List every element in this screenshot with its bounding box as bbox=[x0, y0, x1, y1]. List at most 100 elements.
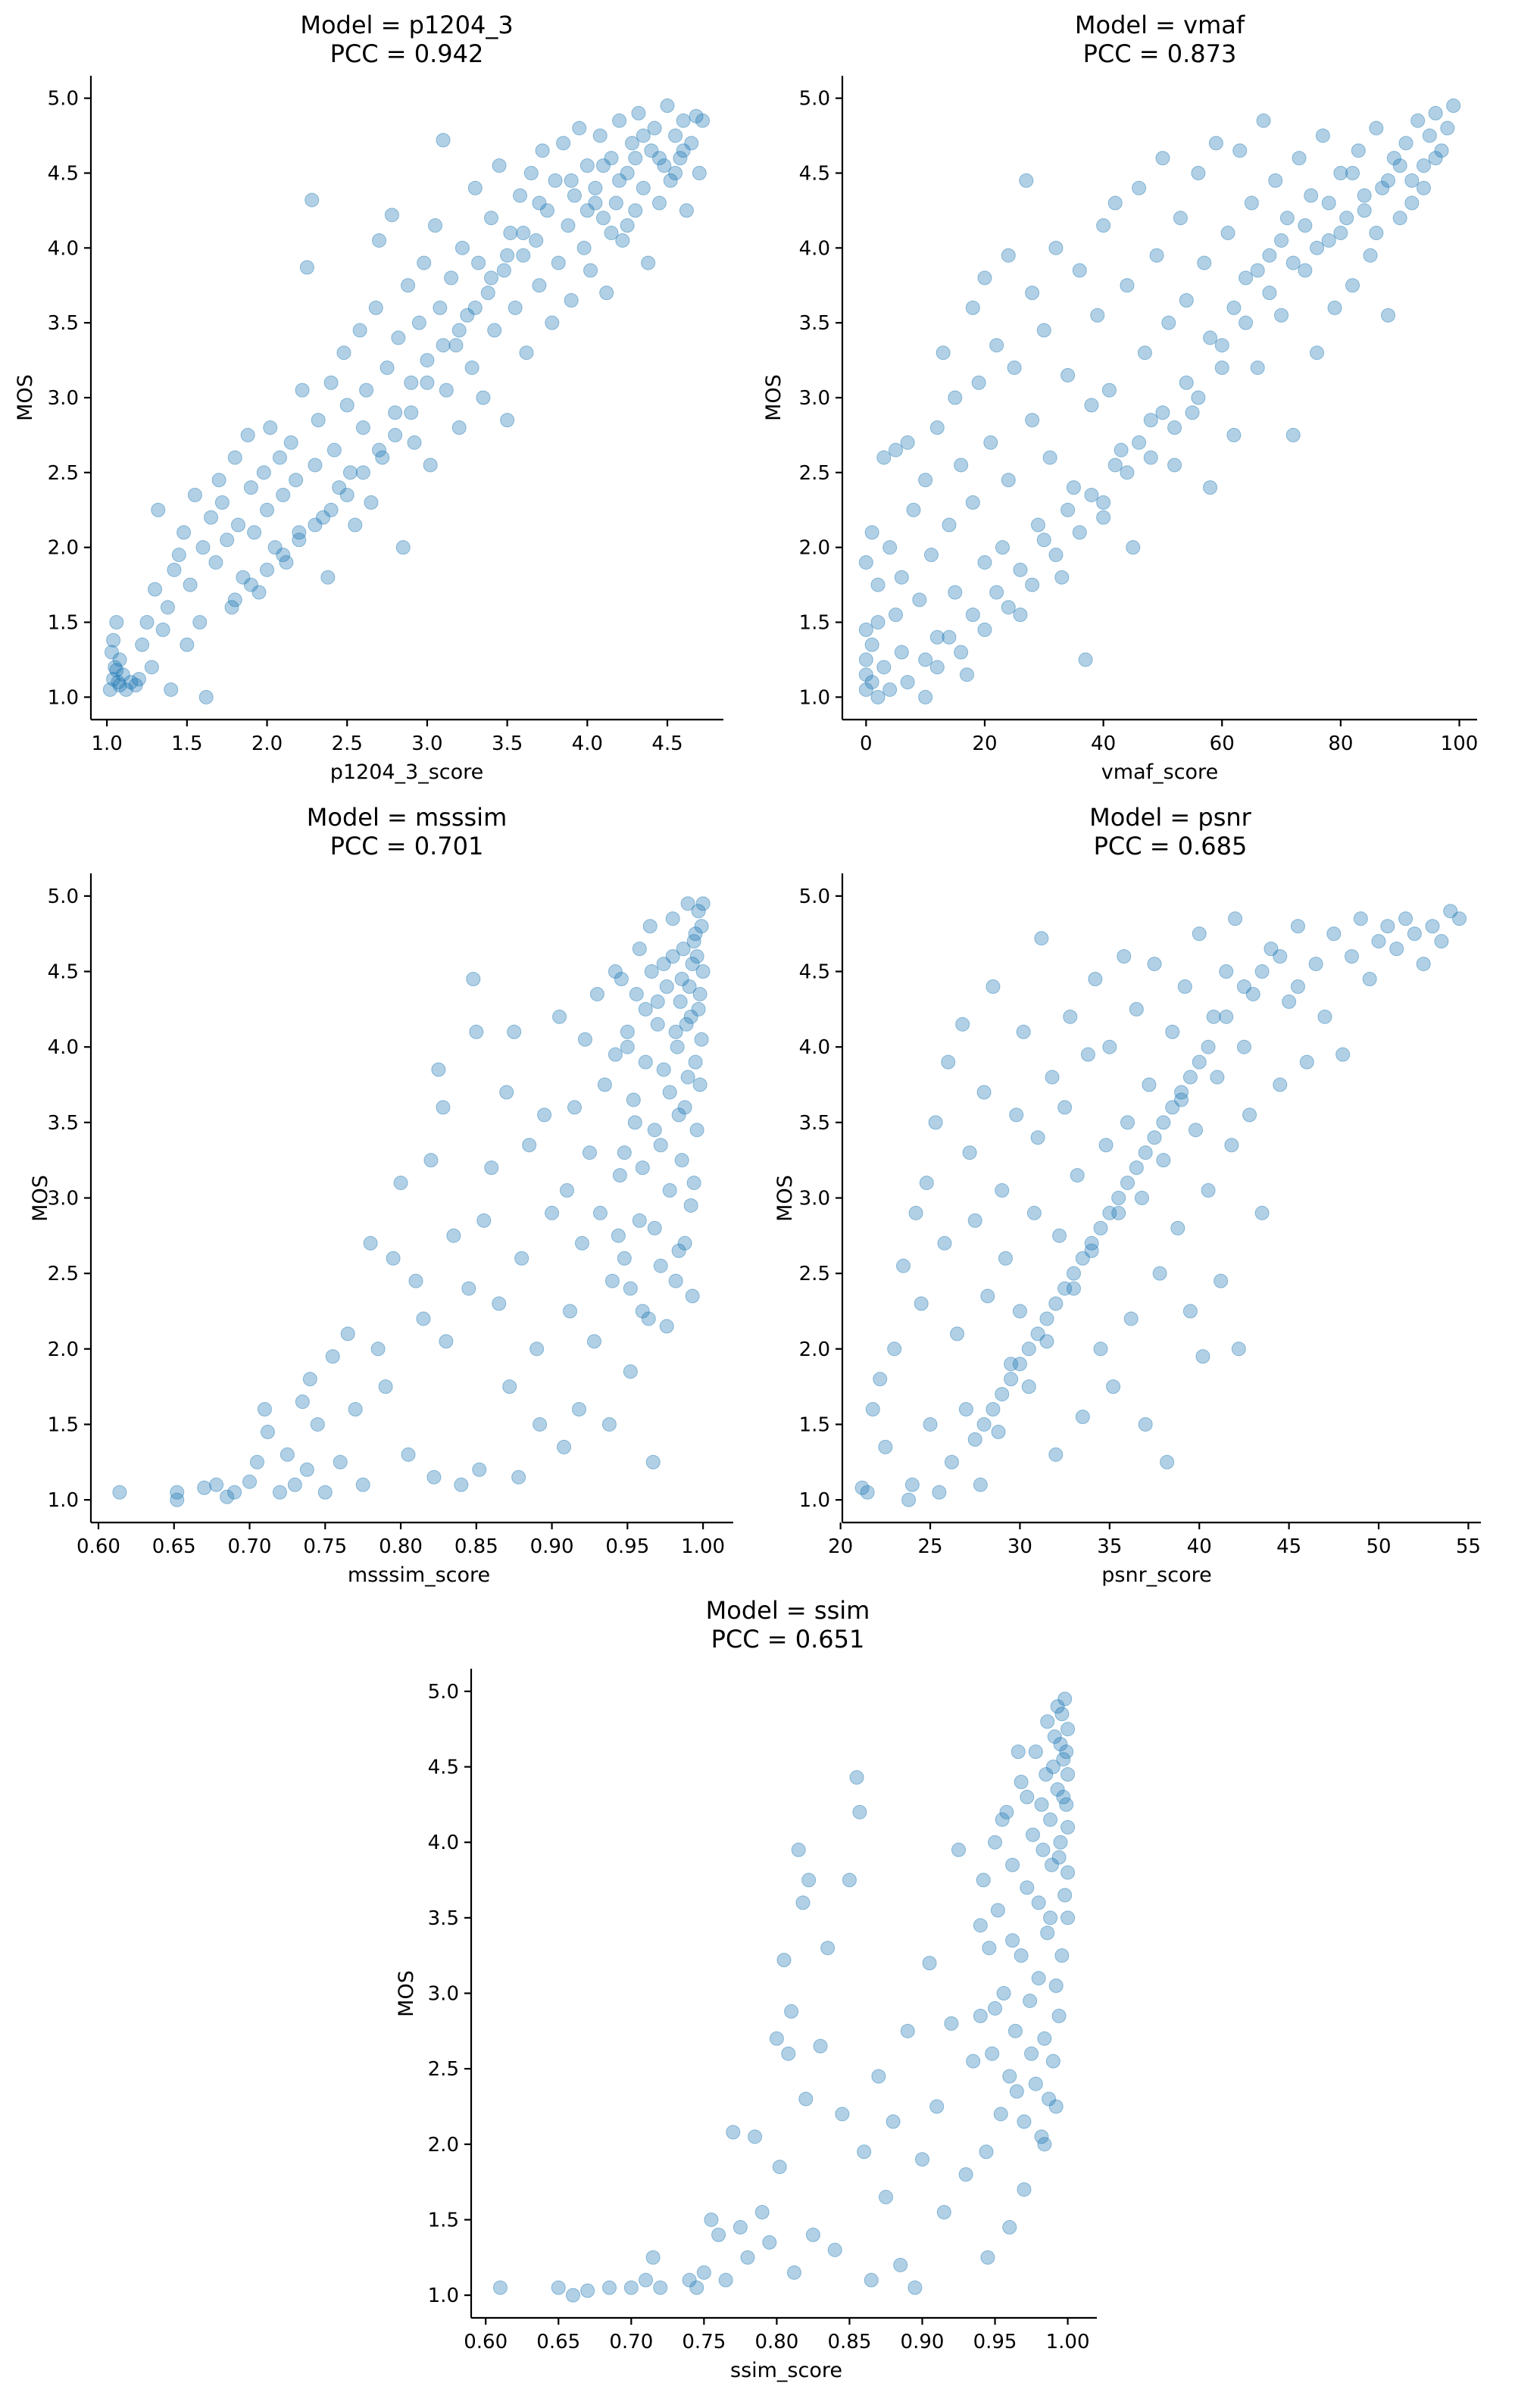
data-point bbox=[236, 570, 251, 585]
data-point bbox=[325, 1349, 340, 1364]
data-point bbox=[1019, 173, 1034, 188]
x-tick-label: 0.70 bbox=[228, 1535, 272, 1558]
data-point bbox=[1242, 1107, 1257, 1123]
data-point bbox=[954, 645, 969, 660]
data-point bbox=[1214, 338, 1229, 353]
x-tick-label: 0.75 bbox=[682, 2331, 726, 2353]
data-point bbox=[1040, 1714, 1055, 1729]
data-point bbox=[1443, 904, 1458, 919]
data-point bbox=[135, 637, 150, 652]
data-point bbox=[688, 1054, 703, 1070]
data-point bbox=[1310, 240, 1325, 255]
data-point bbox=[1214, 1273, 1229, 1288]
data-point bbox=[676, 113, 691, 128]
data-point bbox=[922, 1956, 937, 1971]
data-point bbox=[484, 1160, 499, 1176]
data-point bbox=[1226, 300, 1242, 315]
data-point bbox=[263, 420, 278, 436]
data-point bbox=[1043, 1910, 1058, 1925]
data-point bbox=[588, 195, 603, 211]
data-point bbox=[982, 1941, 997, 1956]
data-point bbox=[404, 405, 419, 420]
data-point bbox=[1138, 1145, 1153, 1160]
data-point bbox=[632, 1213, 647, 1228]
data-point bbox=[901, 1492, 917, 1507]
data-point bbox=[276, 487, 291, 502]
x-tick-label: 0.85 bbox=[827, 2331, 871, 2353]
x-axis-label: vmaf_score bbox=[1101, 761, 1218, 784]
data-point bbox=[507, 1024, 522, 1039]
data-point bbox=[641, 1311, 656, 1326]
data-point bbox=[595, 211, 611, 226]
data-point bbox=[176, 525, 192, 540]
data-point bbox=[1084, 1235, 1099, 1251]
data-point bbox=[370, 1341, 386, 1357]
data-point bbox=[631, 105, 646, 120]
x-tick-label: 0.65 bbox=[536, 2331, 580, 2353]
data-point bbox=[1262, 286, 1277, 301]
data-point bbox=[483, 211, 498, 226]
data-point bbox=[332, 480, 347, 495]
data-point bbox=[1002, 2219, 1017, 2235]
y-tick-label: 4.5 bbox=[428, 1757, 459, 1779]
y-tick-label: 5.0 bbox=[48, 885, 79, 908]
data-point bbox=[887, 1341, 902, 1357]
data-point bbox=[906, 502, 921, 517]
data-point bbox=[1111, 1191, 1126, 1205]
data-point bbox=[1327, 300, 1342, 315]
data-point bbox=[516, 226, 531, 241]
data-point bbox=[990, 1903, 1005, 1918]
data-point bbox=[870, 689, 886, 704]
data-point bbox=[858, 667, 873, 682]
data-point bbox=[1039, 1767, 1054, 1782]
data-point bbox=[102, 682, 117, 697]
data-point bbox=[1310, 345, 1325, 361]
data-point bbox=[564, 173, 579, 188]
data-point bbox=[1174, 1085, 1189, 1100]
data-point bbox=[1024, 2046, 1039, 2061]
data-point bbox=[1143, 450, 1158, 465]
data-point bbox=[1025, 413, 1040, 428]
data-point bbox=[364, 495, 379, 510]
data-point bbox=[267, 540, 283, 555]
y-tick-label: 4.5 bbox=[48, 961, 79, 984]
y-tick-label: 4.0 bbox=[799, 1036, 830, 1059]
panel-vmaf: Model = vmaf PCC = 0.873 0 20 40 60 80 100 1.… bbox=[762, 11, 1478, 784]
data-point bbox=[1045, 1070, 1060, 1085]
data-point bbox=[1398, 136, 1413, 151]
data-point bbox=[1282, 994, 1297, 1009]
data-point bbox=[1107, 195, 1123, 211]
x-tick-label: 0.65 bbox=[152, 1535, 196, 1558]
data-point bbox=[523, 165, 539, 180]
data-point bbox=[352, 323, 367, 338]
data-point bbox=[965, 607, 980, 623]
data-point bbox=[923, 1416, 938, 1432]
y-tick-label: 1.5 bbox=[799, 612, 830, 635]
data-point bbox=[480, 286, 495, 301]
data-point bbox=[423, 1153, 439, 1168]
y-tick-label: 2.0 bbox=[48, 537, 79, 560]
data-point bbox=[1188, 1123, 1203, 1138]
data-point bbox=[781, 2046, 796, 2061]
data-point bbox=[695, 896, 711, 911]
data-point bbox=[914, 2152, 929, 2167]
data-point bbox=[198, 689, 214, 704]
data-point bbox=[211, 473, 226, 488]
data-point bbox=[740, 2250, 755, 2265]
data-point bbox=[1009, 2084, 1024, 2099]
data-point bbox=[813, 2038, 828, 2054]
data-point bbox=[1080, 1047, 1095, 1062]
data-point bbox=[686, 1176, 701, 1191]
data-point bbox=[139, 615, 155, 630]
data-point bbox=[601, 2280, 617, 2295]
data-point bbox=[1078, 652, 1093, 667]
data-point bbox=[651, 195, 667, 211]
data-point bbox=[375, 450, 390, 465]
x-axis-label: ssim_score bbox=[730, 2359, 842, 2382]
data-point bbox=[1129, 1160, 1144, 1176]
data-point bbox=[1053, 1737, 1068, 1752]
x-tick-label: 2.5 bbox=[332, 732, 363, 755]
data-point bbox=[1292, 151, 1307, 166]
data-point bbox=[1138, 1416, 1153, 1432]
y-tick-label: 1.5 bbox=[799, 1413, 830, 1436]
